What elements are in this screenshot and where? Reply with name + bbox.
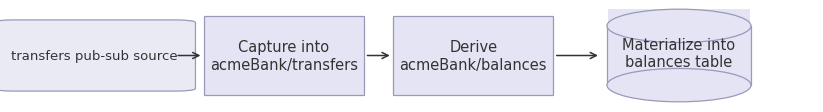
Text: transfers pub-sub source: transfers pub-sub source <box>12 50 178 62</box>
Text: Derive
acmeBank/balances: Derive acmeBank/balances <box>399 40 547 72</box>
Ellipse shape <box>607 69 751 102</box>
Polygon shape <box>607 27 751 85</box>
FancyBboxPatch shape <box>0 21 195 91</box>
Text: Capture into
acmeBank/transfers: Capture into acmeBank/transfers <box>210 40 358 72</box>
Text: Materialize into
balances table: Materialize into balances table <box>622 38 736 70</box>
Polygon shape <box>607 10 750 27</box>
FancyBboxPatch shape <box>393 17 553 95</box>
Ellipse shape <box>607 10 751 43</box>
FancyBboxPatch shape <box>203 17 364 95</box>
